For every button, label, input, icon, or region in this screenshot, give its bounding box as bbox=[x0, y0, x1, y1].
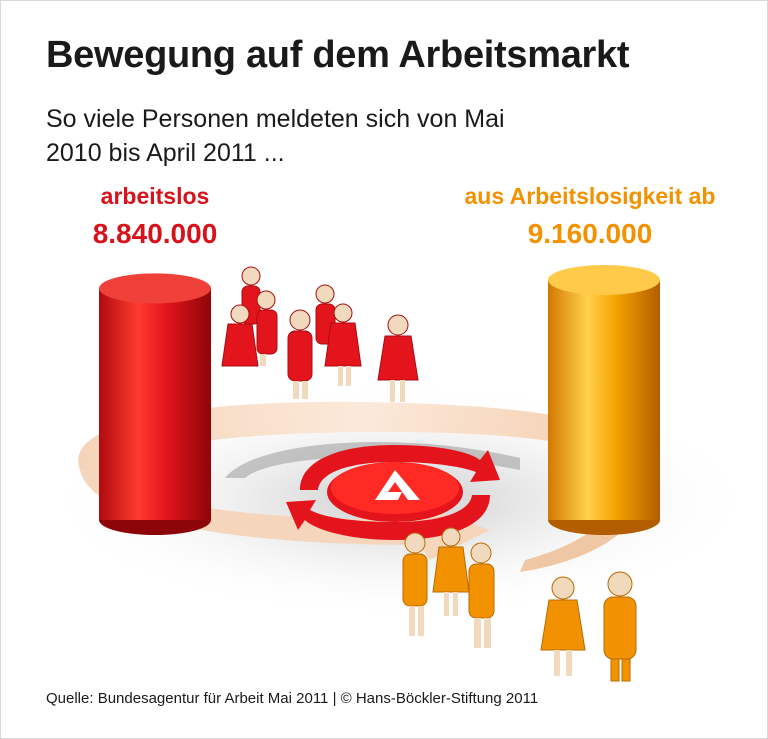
people-figures-icon bbox=[221, 266, 419, 402]
chart-subtitle: So viele Personen meldeten sich von Mai … bbox=[46, 105, 505, 167]
bar-exit bbox=[548, 265, 660, 535]
bar-arbeitslos bbox=[99, 273, 211, 535]
agency-logo-icon bbox=[327, 462, 463, 522]
source-note: Quelle: Bundesagentur für Arbeit Mai 201… bbox=[46, 690, 539, 707]
category-label-arbeitslos: arbeitslos bbox=[100, 183, 210, 209]
category-label-exit: aus Arbeitslosigkeit ab bbox=[464, 183, 716, 209]
value-label-exit: 9.160.000 bbox=[527, 218, 653, 249]
chart-title: Bewegung auf dem Arbeitsmarkt bbox=[46, 34, 630, 76]
value-label-arbeitslos: 8.840.000 bbox=[92, 218, 218, 249]
people-figures-orange bbox=[402, 527, 637, 682]
inner-cycle-arrows bbox=[286, 445, 500, 540]
